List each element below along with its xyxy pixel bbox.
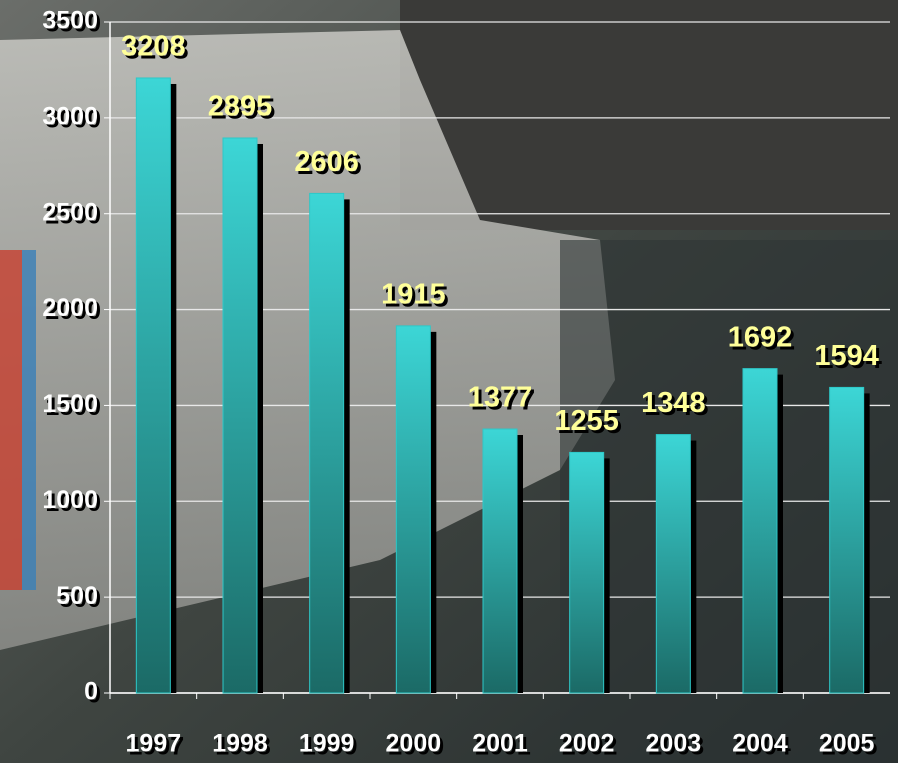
bar <box>310 193 344 693</box>
bar <box>743 369 777 693</box>
value-label: 1255 <box>554 405 619 437</box>
y-tick-label: 3500 <box>42 7 98 35</box>
value-label: 1348 <box>641 387 706 419</box>
bar <box>136 78 170 693</box>
hillside <box>400 0 898 230</box>
value-label: 3208 <box>121 31 186 63</box>
x-tick-label: 1998 <box>212 730 268 758</box>
y-tick-label: 2000 <box>42 294 98 322</box>
x-tick-label: 2002 <box>559 730 615 758</box>
y-tick-label: 1000 <box>42 486 98 514</box>
x-tick-label: 2003 <box>646 730 702 758</box>
bar <box>656 435 690 693</box>
bar <box>830 387 864 693</box>
page: {"chart_data": {"type": "bar", "categori… <box>0 0 898 763</box>
x-tick-label: 2005 <box>819 730 875 758</box>
value-label: 1377 <box>468 382 533 414</box>
x-tick-label: 2001 <box>472 730 528 758</box>
chart: 0050050010001000150015002000200025002500… <box>0 0 898 763</box>
y-tick-label: 1500 <box>42 390 98 418</box>
bar <box>483 429 517 693</box>
value-label: 2895 <box>208 91 273 123</box>
x-tick-label: 1999 <box>299 730 355 758</box>
x-tick-label: 2000 <box>386 730 442 758</box>
value-label: 1594 <box>814 340 879 372</box>
ship-stripe <box>0 250 22 590</box>
x-tick-label: 2004 <box>732 730 788 758</box>
value-label: 1915 <box>381 279 446 311</box>
x-tick-label: 1997 <box>126 730 182 758</box>
bar <box>570 452 604 693</box>
y-tick-label: 3000 <box>42 102 98 130</box>
bar <box>223 138 257 693</box>
bar <box>396 326 430 693</box>
y-tick-label: 0 <box>84 678 98 706</box>
ship-stripe <box>22 250 36 590</box>
y-tick-label: 500 <box>56 582 98 610</box>
value-label: 2606 <box>294 146 359 178</box>
value-label: 1692 <box>728 321 793 353</box>
y-tick-label: 2500 <box>42 198 98 226</box>
